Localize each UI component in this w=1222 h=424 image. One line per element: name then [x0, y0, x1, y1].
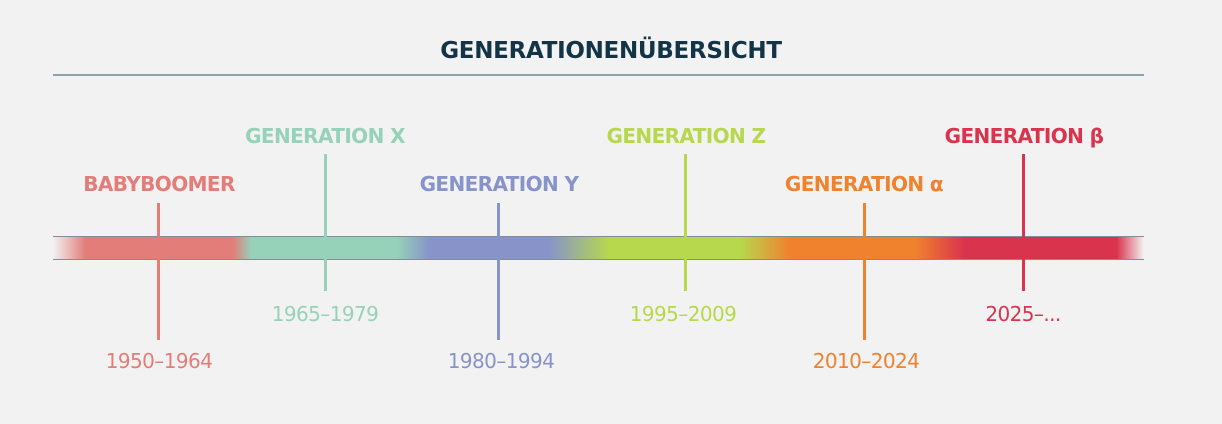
years-babyboomer: 1950–1964	[105, 349, 213, 373]
diagram-title: GENERATIONENÜBERSICHT	[440, 38, 782, 64]
tick-generation-x	[324, 154, 327, 291]
timeline-bar-outline	[53, 236, 1144, 260]
label-generation-x: GENERATION X	[245, 124, 405, 148]
years-generation-beta: 2025–...	[985, 302, 1061, 326]
tick-babyboomer	[157, 203, 160, 340]
tick-generation-alpha	[863, 203, 866, 340]
tick-generation-beta	[1022, 154, 1025, 291]
title-divider	[53, 74, 1144, 76]
years-generation-z: 1995–2009	[629, 302, 737, 326]
tick-generation-y	[497, 203, 500, 340]
label-generation-alpha: GENERATION α	[784, 172, 944, 196]
years-generation-alpha: 2010–2024	[812, 349, 920, 373]
label-babyboomer: BABYBOOMER	[83, 172, 235, 196]
label-generation-beta: GENERATION β	[944, 124, 1104, 148]
label-generation-z: GENERATION Z	[606, 124, 767, 148]
label-generation-y: GENERATION Y	[419, 172, 579, 196]
years-generation-x: 1965–1979	[271, 302, 379, 326]
tick-generation-z	[684, 154, 687, 291]
years-generation-y: 1980–1994	[447, 349, 555, 373]
